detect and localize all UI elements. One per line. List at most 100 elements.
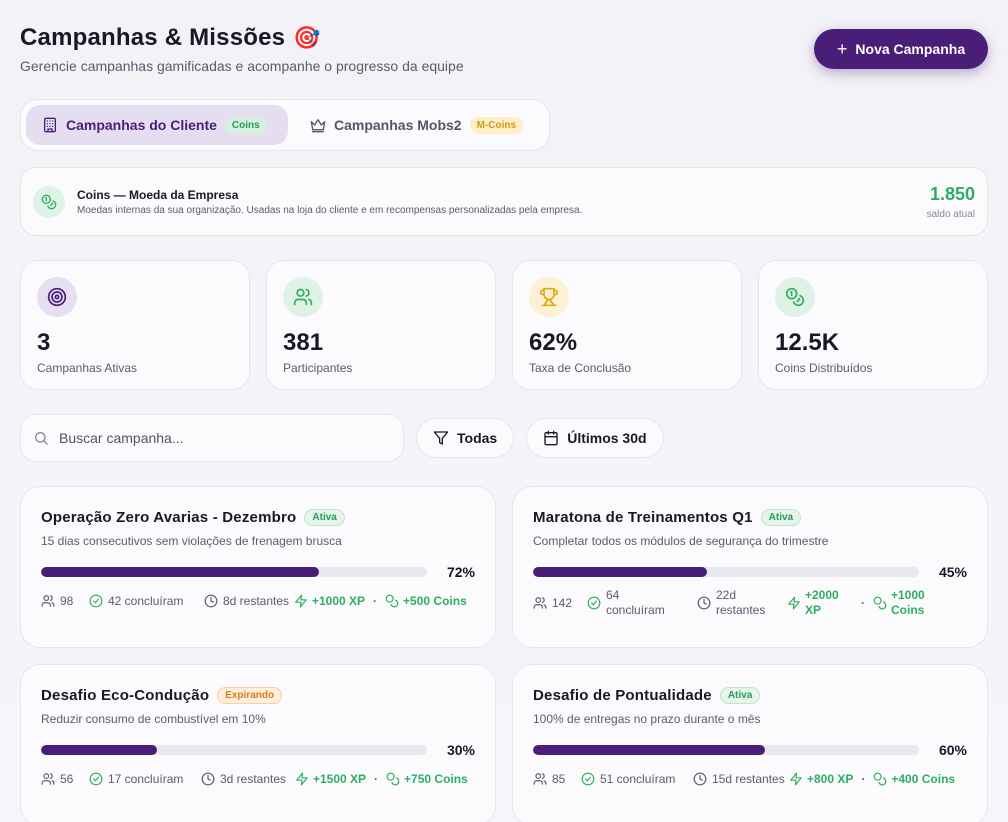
- users-icon: [283, 277, 323, 317]
- coins-icon: [33, 185, 65, 218]
- check-circle-icon: [587, 596, 601, 610]
- xp-reward: +800 XP: [789, 772, 853, 786]
- coins-icon: [873, 772, 887, 786]
- campaign-tabs: Campanhas do Cliente Coins Campanhas Mob…: [20, 99, 550, 151]
- crown-icon: [310, 119, 326, 133]
- progress-fill: [533, 745, 765, 755]
- campaign-description: 15 dias consecutivos sem violações de fr…: [41, 534, 342, 548]
- stat-label: Taxa de Conclusão: [529, 361, 632, 375]
- campaign-card[interactable]: Operação Zero Avarias - Dezembro Ativa 1…: [20, 486, 496, 648]
- status-badge: Ativa: [304, 509, 345, 526]
- coins-icon: [873, 596, 887, 610]
- users-icon: [41, 773, 55, 785]
- filter-icon: [433, 431, 449, 445]
- target-emoji-icon: 🎯: [293, 25, 321, 50]
- lightning-icon: [788, 596, 800, 610]
- progress-percent: 45%: [938, 564, 967, 580]
- banner-title: Coins — Moeda da Empresa: [77, 187, 239, 202]
- stat-card-active-campaigns: 3 Campanhas Ativas: [20, 260, 250, 390]
- check-circle-icon: [89, 594, 103, 608]
- status-badge: Ativa: [760, 509, 802, 526]
- users-icon: [533, 773, 547, 785]
- filter-label: Todas: [457, 430, 498, 446]
- campaign-description: Completar todos os módulos de segurança …: [533, 534, 829, 548]
- completed-count: 17 concluíram: [108, 772, 184, 786]
- participants-count: 98: [60, 594, 74, 608]
- xp-reward: +1500 XP: [295, 772, 366, 786]
- mcoins-badge: M-Coins: [469, 116, 524, 134]
- progress-bar: [533, 567, 919, 577]
- stat-card-participants: 381 Participantes: [266, 260, 496, 390]
- xp-value: +2000 XP: [805, 588, 839, 617]
- coins-icon: [386, 772, 400, 786]
- coins-reward: +1000 Coins: [873, 588, 941, 618]
- campaign-card[interactable]: Maratona de Treinamentos Q1 Ativa Comple…: [512, 486, 988, 648]
- trophy-icon: [529, 277, 569, 317]
- date-range-button[interactable]: Últimos 30d: [526, 418, 664, 458]
- remaining-time: 15d restantes: [712, 772, 785, 786]
- campaign-description: 100% de entregas no prazo durante o mês: [533, 712, 761, 726]
- completed-count: 51 concluíram: [600, 772, 676, 786]
- coins-value: +400 Coins: [891, 772, 956, 786]
- xp-reward: +1000 XP: [294, 594, 365, 608]
- calendar-icon: [544, 430, 558, 446]
- progress-percent: 30%: [446, 742, 475, 758]
- progress-percent: 60%: [938, 742, 967, 758]
- tab-label: Campanhas Mobs2: [334, 117, 462, 133]
- separator-dot: ·: [861, 772, 866, 786]
- page-subtitle: Gerencie campanhas gamificadas e acompan…: [20, 58, 464, 74]
- search-box[interactable]: [20, 414, 404, 462]
- coins-balance: 1.850: [929, 183, 975, 204]
- remaining-time: 3d restantes: [220, 772, 287, 786]
- progress-bar: [533, 745, 919, 755]
- campaign-card[interactable]: Desafio de Pontualidade Ativa 100% de en…: [512, 664, 988, 822]
- filter-button[interactable]: Todas: [416, 418, 515, 458]
- search-input[interactable]: [59, 430, 391, 446]
- balance-label: saldo atual: [926, 208, 975, 220]
- stat-card-completion-rate: 62% Taxa de Conclusão: [512, 260, 742, 390]
- plus-icon: +: [836, 39, 848, 59]
- campaign-grid: Operação Zero Avarias - Dezembro Ativa 1…: [20, 486, 988, 822]
- coins-value: +500 Coins: [403, 594, 467, 608]
- progress-percent: 72%: [446, 564, 475, 580]
- stat-label: Campanhas Ativas: [37, 361, 138, 375]
- separator-dot: ·: [374, 772, 379, 786]
- lightning-icon: [295, 594, 307, 608]
- campaign-title: Desafio de Pontualidade: [533, 687, 712, 704]
- tab-client-campaigns[interactable]: Campanhas do Cliente Coins: [26, 105, 288, 145]
- campaign-card[interactable]: Desafio Eco-Condução Expirando Reduzir c…: [20, 664, 496, 822]
- lightning-icon: [296, 772, 308, 786]
- stat-value: 3: [37, 329, 51, 356]
- new-campaign-label: Nova Campanha: [855, 41, 966, 57]
- building-icon: [44, 117, 56, 133]
- separator-dot: ·: [373, 594, 378, 608]
- coins-value: +1000 Coins: [891, 588, 925, 617]
- progress-bar: [41, 567, 427, 577]
- separator-dot: ·: [861, 596, 865, 610]
- banner-description: Moedas internas da sua organização. Usad…: [77, 204, 583, 216]
- participants-count: 56: [60, 772, 74, 786]
- check-circle-icon: [581, 772, 595, 786]
- campaign-description: Reduzir consumo de combustível em 10%: [41, 712, 266, 726]
- coins-value: +750 Coins: [404, 772, 468, 786]
- tab-label: Campanhas do Cliente: [66, 117, 217, 133]
- clock-icon: [697, 596, 711, 610]
- xp-reward: +2000 XP: [787, 588, 853, 618]
- tab-mobs2-campaigns[interactable]: Campanhas Mobs2 M-Coins: [294, 105, 539, 145]
- toolbar: Todas Últimos 30d: [20, 414, 988, 462]
- progress-fill: [533, 567, 707, 577]
- coins-reward: +400 Coins: [873, 772, 955, 786]
- new-campaign-button[interactable]: + Nova Campanha: [814, 29, 988, 69]
- progress-fill: [41, 567, 319, 577]
- xp-value: +1500 XP: [313, 772, 367, 786]
- remaining-time: 8d restantes: [223, 594, 290, 608]
- remaining-time: 22d restantes: [716, 588, 766, 617]
- stat-value: 381: [283, 329, 324, 356]
- date-range-label: Últimos 30d: [567, 430, 647, 446]
- stat-card-coins-distributed: 12.5K Coins Distribuídos: [758, 260, 988, 390]
- stat-label: Coins Distribuídos: [775, 361, 873, 375]
- status-badge: Ativa: [719, 687, 761, 704]
- users-icon: [41, 595, 55, 607]
- completed-count: 42 concluíram: [108, 594, 184, 608]
- progress-bar: [41, 745, 427, 755]
